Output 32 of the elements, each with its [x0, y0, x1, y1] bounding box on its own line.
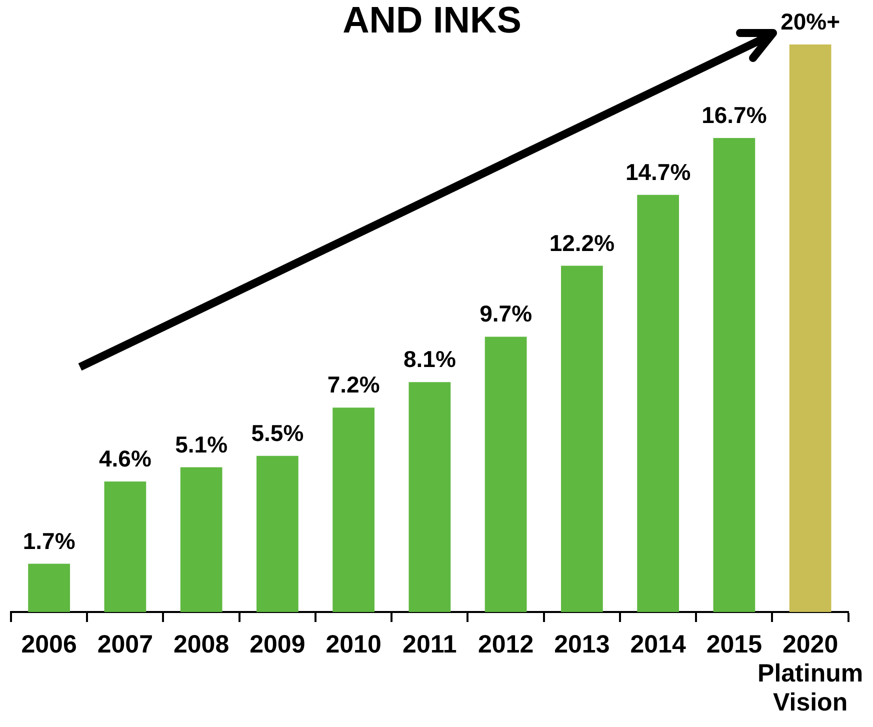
data-label: 20%+	[780, 8, 840, 34]
bar	[484, 336, 527, 612]
data-label: 7.2%	[327, 372, 380, 398]
bar	[28, 564, 70, 612]
bar	[408, 382, 451, 612]
data-label: 12.2%	[549, 230, 615, 256]
data-label: 8.1%	[403, 346, 456, 372]
bar	[256, 456, 298, 612]
x-tick-label: 2010	[326, 630, 382, 658]
data-label: 5.1%	[175, 431, 228, 458]
bar	[789, 44, 832, 612]
bar	[180, 467, 222, 612]
data-label: 16.7%	[702, 102, 767, 128]
bar	[713, 138, 756, 612]
x-tick-label: 2007	[97, 630, 153, 658]
data-label: 14.7%	[625, 158, 691, 185]
bar	[561, 266, 603, 612]
x-tick-label: 2014	[630, 630, 686, 658]
data-label: 5.5%	[251, 420, 304, 446]
x-tick-label: 2013	[554, 630, 610, 658]
x-tick-label: 2012	[478, 630, 534, 658]
x-tick-label: 2006	[21, 630, 77, 658]
x-tick-label: 2008	[174, 630, 230, 658]
x-tick-label: 2011	[402, 630, 457, 658]
bar	[104, 481, 146, 612]
bar	[332, 408, 374, 612]
data-label: 9.7%	[480, 300, 532, 327]
data-label: 4.6%	[98, 445, 152, 472]
data-label: 1.7%	[22, 528, 76, 554]
bar	[637, 194, 679, 612]
x-tick-label: 2009	[250, 630, 306, 658]
chart-title: AND INKS	[342, 0, 522, 40]
